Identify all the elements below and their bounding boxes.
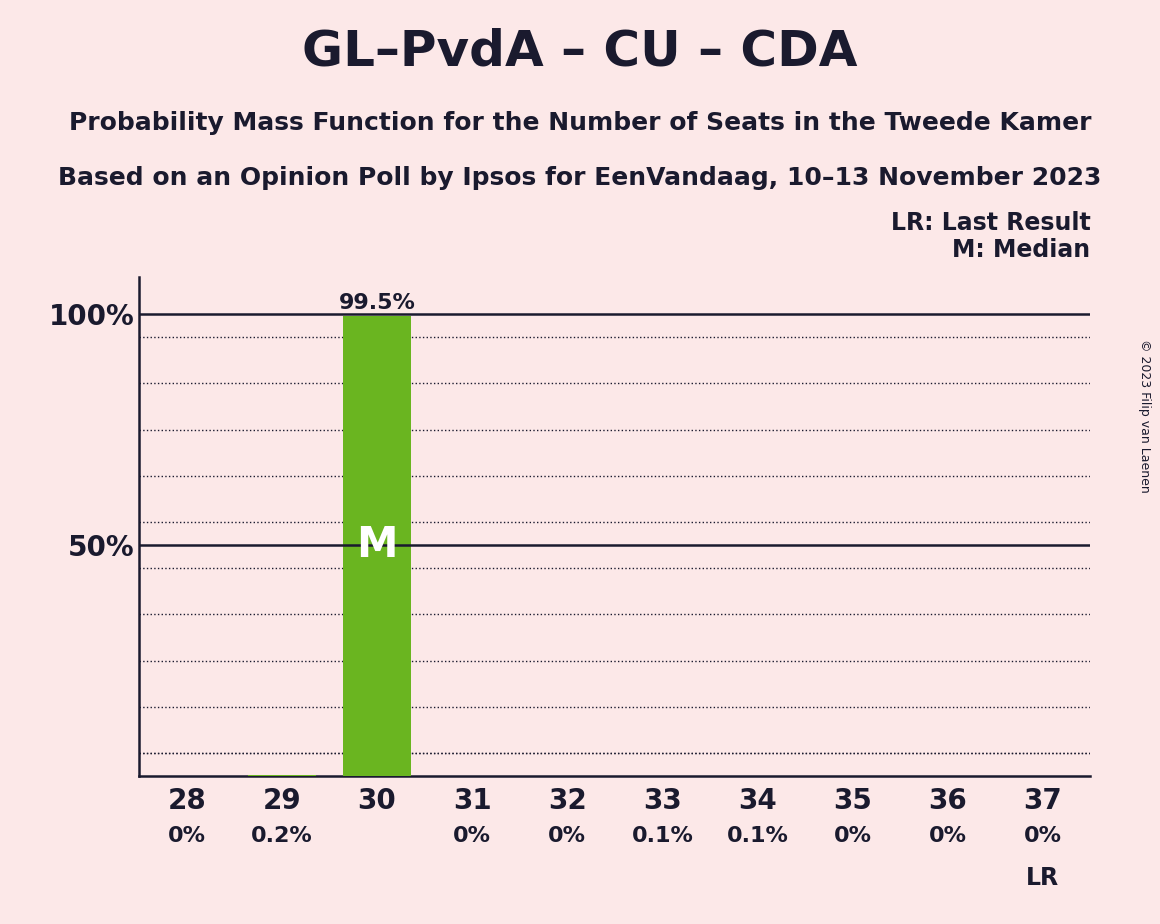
Text: 0%: 0%: [834, 826, 871, 846]
Text: 0%: 0%: [549, 826, 586, 846]
Text: 0.1%: 0.1%: [726, 826, 789, 846]
Text: M: M: [356, 524, 398, 566]
Text: 0%: 0%: [1024, 826, 1061, 846]
Text: 0.1%: 0.1%: [631, 826, 694, 846]
Bar: [342, 316, 412, 776]
Text: 99.5%: 99.5%: [339, 293, 415, 312]
Text: Probability Mass Function for the Number of Seats in the Tweede Kamer: Probability Mass Function for the Number…: [68, 111, 1092, 135]
Text: GL–PvdA – CU – CDA: GL–PvdA – CU – CDA: [303, 28, 857, 76]
Text: 0%: 0%: [454, 826, 491, 846]
Text: LR: LR: [1027, 866, 1059, 890]
Text: 0%: 0%: [168, 826, 205, 846]
Text: 0.2%: 0.2%: [251, 826, 313, 846]
Text: 0%: 0%: [929, 826, 966, 846]
Text: © 2023 Filip van Laenen: © 2023 Filip van Laenen: [1138, 339, 1152, 492]
Text: M: Median: M: Median: [952, 238, 1090, 262]
Text: Based on an Opinion Poll by Ipsos for EenVandaag, 10–13 November 2023: Based on an Opinion Poll by Ipsos for Ee…: [58, 166, 1102, 190]
Text: LR: Last Result: LR: Last Result: [891, 211, 1090, 235]
Bar: [247, 775, 317, 776]
